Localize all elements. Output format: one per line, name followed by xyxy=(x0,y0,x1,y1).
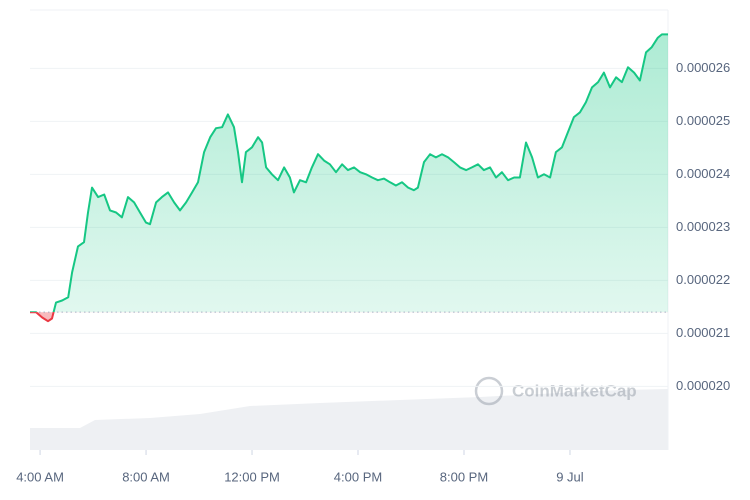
x-tick-label: 4:00 AM xyxy=(16,469,64,484)
watermark-text: CoinMarketCap xyxy=(512,381,637,400)
x-tick-label: 8:00 AM xyxy=(122,469,170,484)
y-tick-label: 0.000022 xyxy=(676,272,730,287)
x-tick-label: 4:00 PM xyxy=(334,469,382,484)
y-tick-label: 0.000021 xyxy=(676,325,730,340)
x-tick-label: 9 Jul xyxy=(556,469,584,484)
y-tick-label: 0.000020 xyxy=(676,378,730,393)
price-line xyxy=(30,33,668,313)
y-tick-label: 0.000023 xyxy=(676,219,730,234)
y-tick-label: 0.000024 xyxy=(676,166,730,181)
y-tick-label: 0.000026 xyxy=(676,60,730,75)
watermark-logo xyxy=(474,376,504,406)
x-tick-label: 12:00 PM xyxy=(224,469,280,484)
x-tick-label: 8:00 PM xyxy=(440,469,488,484)
y-tick-label: 0.000025 xyxy=(676,113,730,128)
volume-area xyxy=(30,389,668,450)
